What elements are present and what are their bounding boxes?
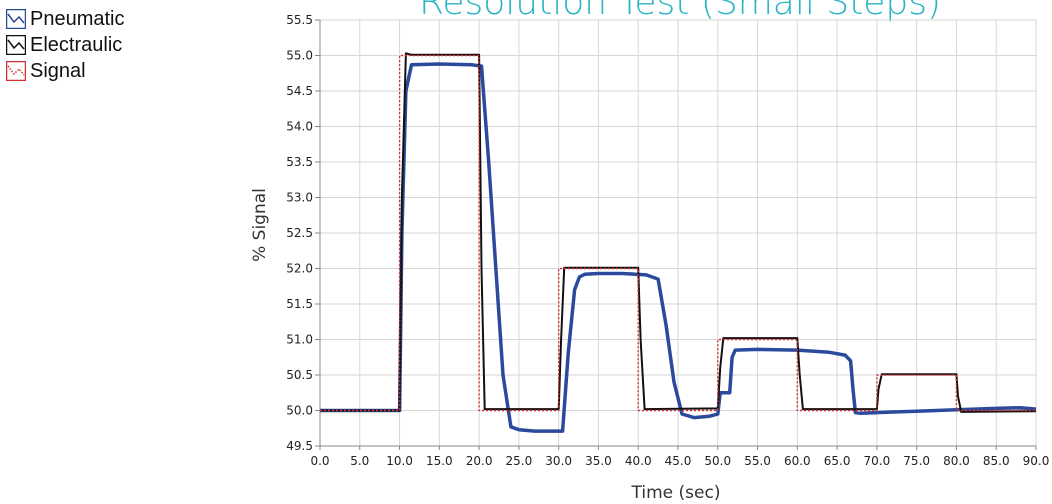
axes: 0.0 5.0 10.0 15.0 20.0 25.0 30.0 35.0 40.0 45.0 50…: [286, 13, 1049, 468]
y-tick-label: 50.0: [286, 404, 313, 418]
legend-swatch-icon: [6, 35, 26, 55]
y-tick-label: 55.0: [286, 49, 313, 63]
y-tick-label: 49.5: [286, 439, 313, 453]
x-tick-label: 55.0: [744, 454, 771, 468]
y-tick-label: 53.5: [286, 155, 313, 169]
series-lines: [320, 52, 1037, 433]
x-axis-label: Time (sec): [631, 483, 721, 503]
x-tick-label: 45.0: [665, 454, 692, 468]
x-tick-label: 40.0: [625, 454, 652, 468]
x-tick-label: 25.0: [506, 454, 533, 468]
series-line-pneumatic: [320, 62, 1037, 433]
x-tick-label: 75.0: [903, 454, 930, 468]
legend-label: Signal: [30, 59, 86, 82]
x-tick-label: 80.0: [943, 454, 970, 468]
y-tick-label: 54.5: [286, 84, 313, 98]
x-tick-label: 85.0: [983, 454, 1010, 468]
legend-swatch-icon: [6, 9, 26, 29]
y-tick-label: 50.5: [286, 368, 313, 382]
y-tick-label: 52.5: [286, 226, 313, 240]
x-tick-label: 15.0: [426, 454, 453, 468]
x-tick-label: 60.0: [784, 454, 811, 468]
x-tick-label: 30.0: [545, 454, 572, 468]
legend-item-pneumatic: Pneumatic: [6, 6, 125, 32]
x-tick-label: 35.0: [585, 454, 612, 468]
x-tick-label: 50.0: [704, 454, 731, 468]
legend-label: Electraulic: [30, 33, 123, 56]
x-tick-label: 20.0: [466, 454, 493, 468]
x-tick-label: 5.0: [350, 454, 369, 468]
legend-item-electraulic: Electraulic: [6, 32, 125, 58]
x-tick-label: 10.0: [386, 454, 413, 468]
grid: [319, 19, 1037, 447]
chart-title: Resolution Test (Small Steps): [419, 0, 941, 23]
y-tick-label: 53.0: [286, 191, 313, 205]
y-tick-label: 51.5: [286, 297, 313, 311]
y-tick-label: 54.0: [286, 120, 313, 134]
legend-label: Pneumatic: [30, 7, 125, 30]
y-tick-label: 51.0: [286, 333, 313, 347]
y-axis-label: % Signal: [250, 188, 270, 262]
legend: Pneumatic Electraulic Signal: [6, 6, 125, 84]
series-line-signal: [320, 54, 1036, 412]
y-tick-label: 52.0: [286, 262, 313, 276]
x-tick-label: 0.0: [310, 454, 329, 468]
x-tick-label: 90.0: [1023, 454, 1050, 468]
legend-item-signal: Signal: [6, 58, 125, 84]
legend-swatch-icon: [6, 61, 26, 81]
x-tick-label: 70.0: [864, 454, 891, 468]
y-tick-label: 55.5: [286, 13, 313, 27]
x-tick-label: 65.0: [824, 454, 851, 468]
